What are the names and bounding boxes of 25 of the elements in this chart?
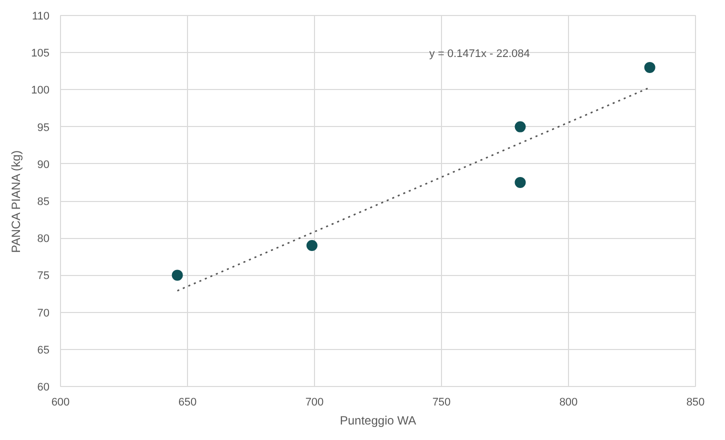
y-tick-label: 60 xyxy=(37,382,50,394)
y-tick-label: 75 xyxy=(37,270,50,282)
x-tick-label: 750 xyxy=(432,396,451,408)
y-tick-label: 90 xyxy=(37,158,50,171)
y-tick-label: 95 xyxy=(37,122,50,134)
x-tick-label: 700 xyxy=(305,396,324,408)
x-tick-label: 800 xyxy=(559,396,578,408)
x-tick-label: 850 xyxy=(686,396,705,408)
y-tick-label: 100 xyxy=(31,84,50,97)
y-tick-label: 65 xyxy=(37,344,50,356)
y-tick-label: 80 xyxy=(37,233,50,246)
y-tick-label: 105 xyxy=(31,48,50,60)
point xyxy=(644,62,656,73)
x-tick-label: 600 xyxy=(51,396,70,408)
y-tick-label: 70 xyxy=(37,307,50,320)
point xyxy=(306,240,318,252)
x-tick-label: 650 xyxy=(178,396,197,408)
y-axis-title: PANCA PIANA (kg) xyxy=(9,150,24,253)
y-tick-label: 110 xyxy=(32,10,50,22)
annotation: y = 0.1471x - 22.084 xyxy=(429,48,530,60)
point xyxy=(514,176,526,188)
y-tick-label: 85 xyxy=(37,196,50,208)
point xyxy=(514,121,526,132)
point xyxy=(172,270,183,281)
x-axis-title: Punteggio WA xyxy=(340,414,416,428)
